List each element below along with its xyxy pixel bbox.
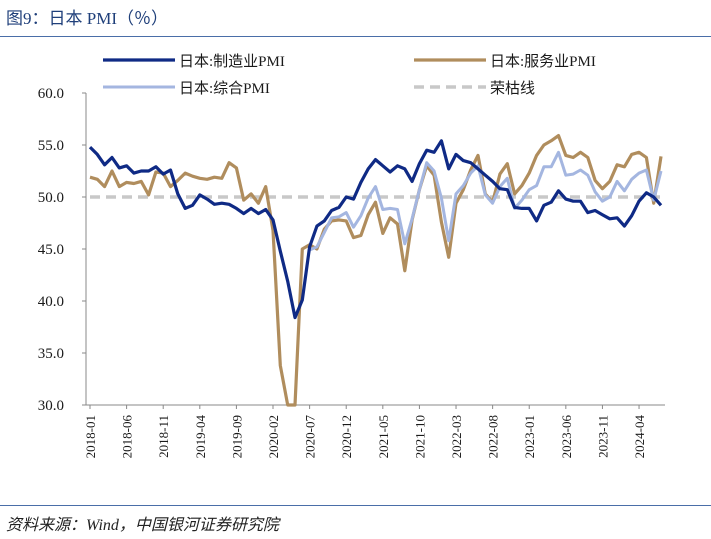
x-tick-label: 2020-07 bbox=[303, 415, 318, 459]
top-rule bbox=[0, 36, 711, 37]
x-tick-label: 2023-01 bbox=[522, 415, 537, 458]
x-tick-label: 2018-11 bbox=[156, 415, 171, 458]
y-tick-label: 55.0 bbox=[38, 138, 64, 154]
manufacturing-pmi-line bbox=[88, 139, 663, 320]
legend-label: 日本:综合PMI bbox=[179, 80, 270, 97]
y-tick-label: 50.0 bbox=[38, 190, 64, 206]
composite-pmi-line bbox=[309, 150, 663, 252]
x-tick-label: 2019-09 bbox=[229, 415, 244, 458]
x-tick-label: 2021-10 bbox=[412, 415, 427, 458]
x-tick-label: 2022-08 bbox=[486, 415, 501, 458]
plot-area bbox=[88, 134, 663, 407]
y-axis: 30.0 35.0 40.0 45.0 50.0 55.0 60.0 bbox=[38, 86, 87, 414]
x-tick-label: 2019-04 bbox=[193, 415, 208, 459]
x-tick-label: 2023-06 bbox=[559, 415, 574, 459]
y-tick-label: 60.0 bbox=[38, 86, 64, 102]
y-tick-label: 45.0 bbox=[38, 242, 64, 258]
x-tick-label: 2021-05 bbox=[376, 415, 391, 458]
chart-title: 图9：日本 PMI（％） bbox=[6, 9, 168, 28]
bottom-rule bbox=[0, 505, 711, 506]
y-tick-label: 35.0 bbox=[38, 346, 64, 362]
legend: 日本:制造业PMI 日本:服务业PMI 日本:综合PMI 荣枯线 bbox=[103, 53, 596, 97]
legend-label: 日本:服务业PMI bbox=[490, 53, 596, 70]
x-tick-label: 2024-04 bbox=[632, 415, 647, 459]
y-tick-label: 30.0 bbox=[38, 398, 64, 414]
legend-label: 荣枯线 bbox=[490, 80, 535, 97]
legend-label: 日本:制造业PMI bbox=[179, 53, 285, 70]
x-axis: 2018-01 2018-06 2018-11 2019-04 2019-09 2020-… bbox=[83, 404, 665, 459]
x-tick-label: 2018-06 bbox=[120, 415, 135, 459]
x-tick-label: 2023-11 bbox=[595, 415, 610, 458]
x-tick-label: 2020-12 bbox=[339, 415, 354, 458]
x-tick-label: 2020-02 bbox=[266, 415, 281, 458]
y-tick-label: 40.0 bbox=[38, 294, 64, 310]
source-note: 资料来源：Wind，中国银河证券研究院 bbox=[6, 517, 279, 534]
x-tick-label: 2018-01 bbox=[83, 415, 98, 458]
x-tick-label: 2022-03 bbox=[449, 415, 464, 458]
services-pmi-line bbox=[89, 134, 663, 407]
